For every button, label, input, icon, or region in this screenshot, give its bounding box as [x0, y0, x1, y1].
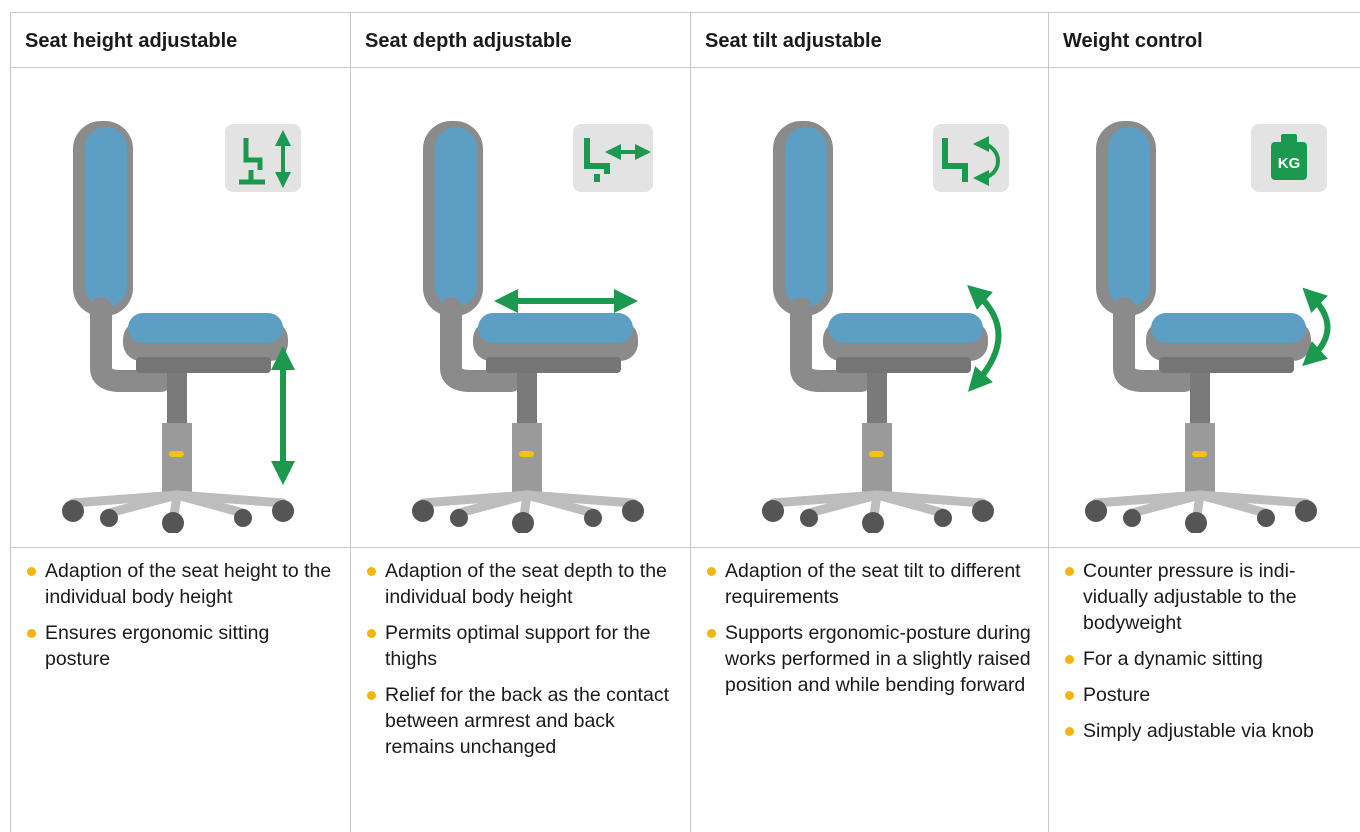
column-title: Seat tilt adjustable [691, 12, 1048, 68]
illustration [691, 68, 1048, 548]
illustration: KG [1049, 68, 1360, 548]
bullet-list: Adaption of the seat height to the indiv… [11, 548, 350, 672]
chair-illustration [351, 68, 653, 548]
bullet-item: Ensures ergonomic sitting posture [27, 620, 338, 672]
column: Seat tilt adjustable Adaption of the sea… [690, 12, 1048, 832]
bullet-item: Supports ergonomic-posture during works … [707, 620, 1036, 698]
bullet-item: Adaption of the seat depth to the indivi… [367, 558, 678, 610]
column-title: Seat height adjustable [11, 12, 350, 68]
chair-illustration [691, 68, 1009, 548]
column: Seat height adjustable Adaption of the s… [10, 12, 350, 832]
bullet-item: Simply adjustable via knob [1065, 718, 1348, 744]
chair-illustration [11, 68, 301, 548]
illustration [11, 68, 350, 548]
chair-illustration: KG [1049, 68, 1331, 548]
bullet-item: Adaption of the seat tilt to different r… [707, 558, 1036, 610]
icon-text: KG [1278, 155, 1301, 172]
bullet-item: Counter pressure is indi­vidually adjust… [1065, 558, 1348, 636]
bullet-list: Adaption of the seat tilt to different r… [691, 548, 1048, 698]
column: Weight control KG Counter pressure is in… [1048, 12, 1360, 832]
illustration [351, 68, 690, 548]
bullet-list: Adaption of the seat depth to the indivi… [351, 548, 690, 760]
bullet-item: Permits optimal support for the thighs [367, 620, 678, 672]
bullet-item: Posture [1065, 682, 1348, 708]
bullet-list: Counter pressure is indi­vidually adjust… [1049, 548, 1360, 744]
column-title: Seat depth adjustable [351, 12, 690, 68]
column-title: Weight control [1049, 12, 1360, 68]
bullet-item: For a dynamic sitting [1065, 646, 1348, 672]
column: Seat depth adjustable Adaption of the se… [350, 12, 690, 832]
bullet-item: Adaption of the seat height to the indiv… [27, 558, 338, 610]
bullet-item: Relief for the back as the contact betwe… [367, 682, 678, 760]
